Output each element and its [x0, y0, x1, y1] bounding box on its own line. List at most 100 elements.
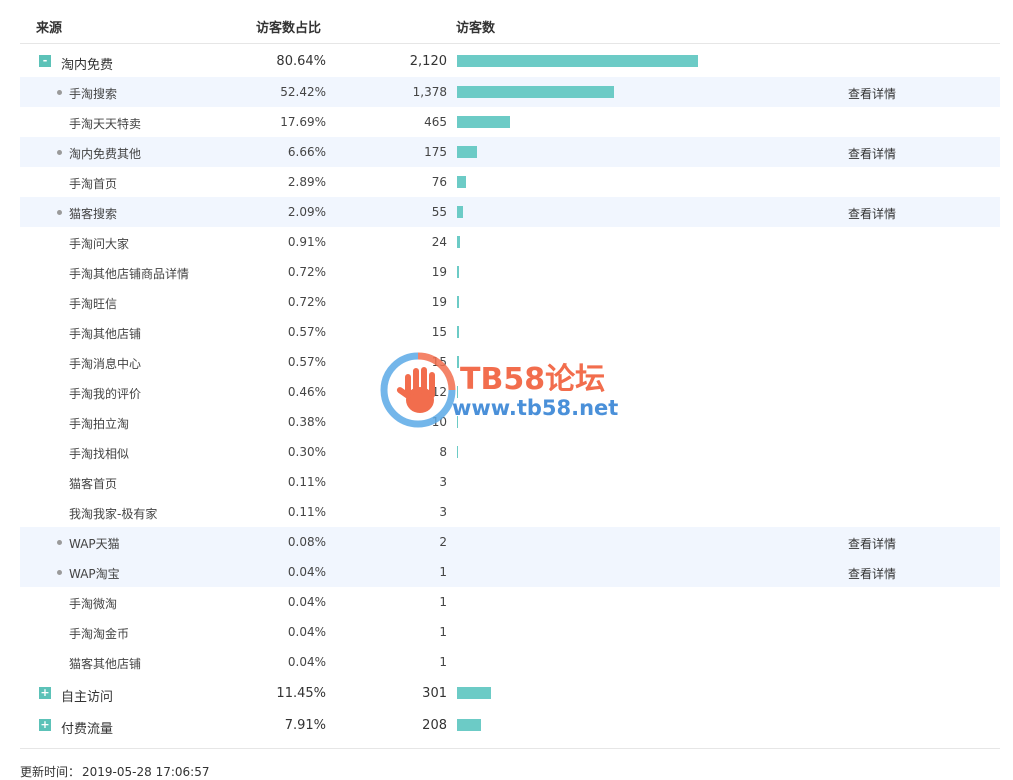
visitor-count: 3 — [439, 505, 447, 519]
visitor-share: 0.08% — [287, 535, 326, 549]
visitor-bar — [457, 55, 698, 67]
expand-icon[interactable]: + — [39, 718, 51, 731]
source-name: 手淘拍立淘 — [69, 417, 130, 431]
view-details-link[interactable]: 查看详情 — [848, 567, 897, 581]
visitor-bar — [457, 386, 458, 398]
source-group-row: + 付费流量 7.91% 208 — [20, 709, 1000, 741]
table-row: 淘内免费其他 6.66% 175 查看详情 — [20, 137, 1000, 167]
visitor-count: 76 — [431, 175, 447, 189]
visitor-bar — [457, 146, 477, 158]
source-name: 手淘天天特卖 — [69, 117, 142, 131]
visitor-count: 15 — [431, 325, 447, 339]
visitor-count: 8 — [439, 445, 447, 459]
visitor-bar — [457, 416, 458, 428]
visitor-count: 2,120 — [409, 54, 447, 69]
visitor-share: 0.11% — [287, 505, 326, 519]
visitor-share: 0.38% — [287, 415, 326, 429]
visitor-count: 175 — [424, 145, 447, 159]
visitor-count: 19 — [431, 265, 447, 279]
update-time-value: 2019-05-28 17:06:57 — [82, 765, 210, 779]
table-row: 手淘找相似 0.30% 8 — [20, 437, 1000, 467]
source-name: 手淘淘金币 — [69, 627, 130, 641]
visitor-bar — [457, 719, 481, 731]
table-row: 手淘天天特卖 17.69% 465 — [20, 107, 1000, 137]
watermark-title: TB58论坛 — [460, 362, 606, 397]
table-row: 手淘其他店铺商品详情 0.72% 19 — [20, 257, 1000, 287]
visitor-share: 2.09% — [287, 205, 326, 219]
source-name: 我淘我家-极有家 — [69, 507, 158, 521]
expand-icon[interactable]: + — [39, 686, 51, 699]
visitor-bar — [457, 236, 460, 248]
visitor-bar — [457, 116, 510, 128]
visitor-share: 17.69% — [280, 115, 326, 129]
visitor-share: 0.04% — [287, 655, 326, 669]
visitor-share: 0.57% — [287, 325, 326, 339]
visitor-count: 1,378 — [412, 85, 447, 99]
visitor-count: 24 — [431, 235, 447, 249]
source-name: 淘内免费 — [61, 58, 114, 73]
table-row: 手淘首页 2.89% 76 — [20, 167, 1000, 197]
source-name: 手淘其他店铺商品详情 — [69, 267, 190, 281]
table-row: 手淘搜索 52.42% 1,378 查看详情 — [20, 77, 1000, 107]
table-row: 手淘我的评价 0.46% 12 — [20, 377, 1000, 407]
table-bottom-divider — [20, 748, 1000, 749]
table-row: 手淘拍立淘 0.38% 10 — [20, 407, 1000, 437]
visitor-count: 465 — [424, 115, 447, 129]
view-details-link[interactable]: 查看详情 — [848, 87, 897, 101]
source-name: WAP天猫 — [69, 537, 120, 551]
visitor-share: 0.04% — [287, 595, 326, 609]
source-name: 手淘找相似 — [69, 447, 130, 461]
visitor-share: 0.46% — [287, 385, 326, 399]
visitor-count: 1 — [439, 625, 447, 639]
view-details-link[interactable]: 查看详情 — [848, 147, 897, 161]
update-time-label: 更新时间： — [20, 765, 81, 779]
visitor-bar — [457, 176, 466, 188]
source-name: 手淘旺信 — [69, 297, 118, 311]
visitor-share: 0.04% — [287, 625, 326, 639]
source-name: 淘内免费其他 — [69, 147, 142, 161]
view-details-link[interactable]: 查看详情 — [848, 537, 897, 551]
source-name: 手淘问大家 — [69, 237, 130, 251]
visitor-share: 80.64% — [276, 54, 326, 69]
bullet-dot-icon — [57, 90, 62, 95]
visitor-share: 0.04% — [287, 565, 326, 579]
visitor-count: 19 — [431, 295, 447, 309]
visitor-bar — [457, 687, 491, 699]
share-column-header: 访客数占比 — [256, 21, 322, 36]
visitor-share: 0.11% — [287, 475, 326, 489]
source-name: 猫客搜索 — [69, 207, 118, 221]
collapse-icon[interactable]: - — [39, 55, 51, 67]
source-name: WAP淘宝 — [69, 567, 120, 581]
visitor-share: 0.30% — [287, 445, 326, 459]
visitor-share: 0.57% — [287, 355, 326, 369]
visitor-bar — [457, 446, 458, 458]
table-row: 手淘微淘 0.04% 1 — [20, 587, 1000, 617]
source-name: 手淘其他店铺 — [69, 327, 142, 341]
visitor-share: 6.66% — [287, 145, 326, 159]
table-row: WAP淘宝 0.04% 1 查看详情 — [20, 557, 1000, 587]
bullet-dot-icon — [57, 210, 62, 215]
source-name: 猫客首页 — [69, 477, 118, 491]
table-row: WAP天猫 0.08% 2 查看详情 — [20, 527, 1000, 557]
bullet-dot-icon — [57, 150, 62, 155]
visitor-share: 0.72% — [287, 295, 326, 309]
visitor-share: 52.42% — [280, 85, 326, 99]
visitor-bar — [457, 206, 463, 218]
table-row: 猫客首页 0.11% 3 — [20, 467, 1000, 497]
visitor-count: 1 — [439, 595, 447, 609]
source-name: 自主访问 — [61, 690, 114, 705]
source-name: 猫客其他店铺 — [69, 657, 142, 671]
source-name: 手淘首页 — [69, 177, 118, 191]
view-details-link[interactable]: 查看详情 — [848, 207, 897, 221]
visitor-bar — [457, 296, 459, 308]
visitor-count: 1 — [439, 655, 447, 669]
table-row: 手淘问大家 0.91% 24 — [20, 227, 1000, 257]
visitor-count: 208 — [422, 718, 447, 733]
table-row: 手淘淘金币 0.04% 1 — [20, 617, 1000, 647]
source-name: 手淘我的评价 — [69, 387, 142, 401]
visitor-count: 301 — [422, 686, 447, 701]
bullet-dot-icon — [57, 540, 62, 545]
visitor-bar — [457, 326, 459, 338]
table-row: 我淘我家-极有家 0.11% 3 — [20, 497, 1000, 527]
table-row: 猫客搜索 2.09% 55 查看详情 — [20, 197, 1000, 227]
